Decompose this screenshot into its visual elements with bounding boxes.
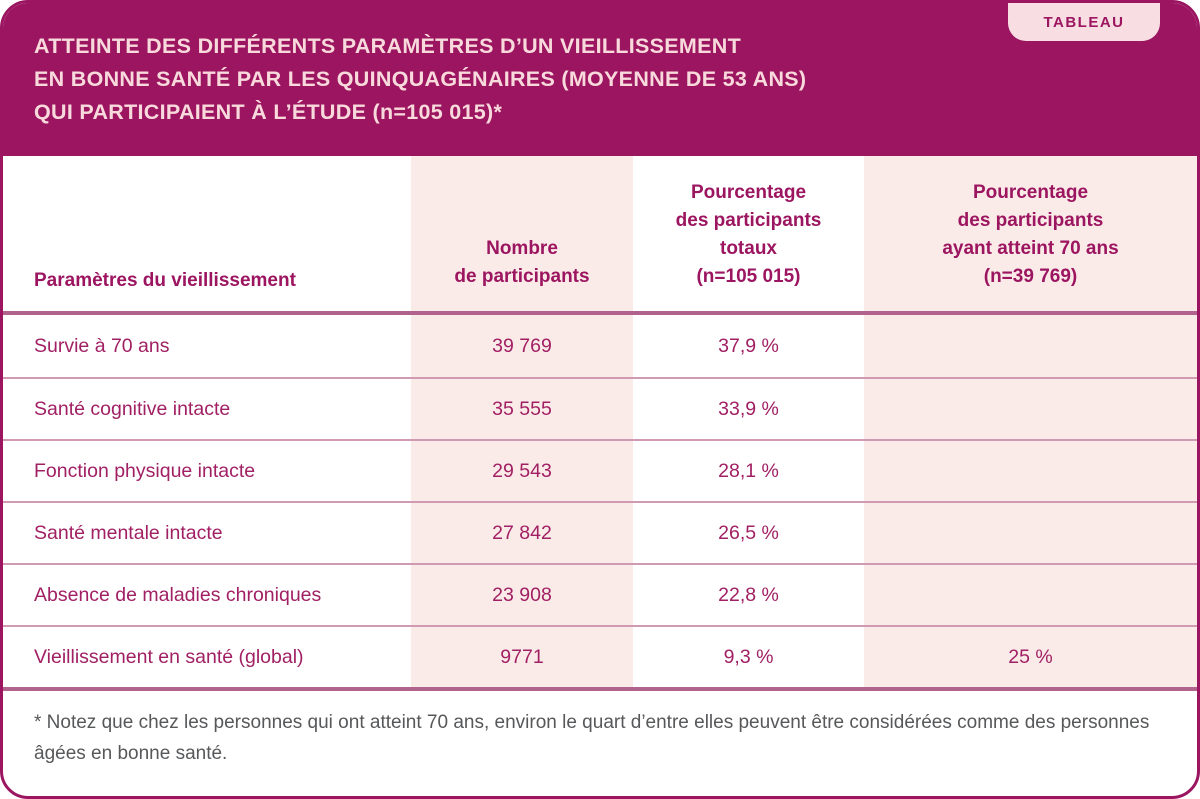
- data-table: Paramètres du vieillissement Nombre de p…: [3, 156, 1197, 793]
- table-row: Vieillissement en santé (global) 9771 9,…: [3, 625, 1197, 687]
- cell-nombre: 27 842: [411, 503, 633, 563]
- cell-pct-70: [864, 379, 1197, 439]
- cell-pct-totaux: 33,9 %: [718, 397, 779, 420]
- column-header-pct-totaux: Pourcentage des participants totaux (n=1…: [675, 182, 822, 287]
- cell-pct-70: [864, 503, 1197, 563]
- cell-pct-totaux: 28,1 %: [718, 459, 779, 482]
- cell-pct-70: [864, 565, 1197, 625]
- cell-pct-totaux: 9,3 %: [723, 645, 774, 668]
- cell-nombre: 35 555: [411, 379, 633, 439]
- figure-type-badge: TABLEAU: [1008, 3, 1160, 41]
- figure-header: TABLEAU ATTEINTE DES DIFFÉRENTS PARAMÈTR…: [3, 3, 1197, 156]
- table-row: Survie à 70 ans 39 769 37,9 %: [3, 315, 1197, 377]
- cell-nombre: 39 769: [411, 315, 633, 377]
- column-header-nombre-participants: Nombre de participants: [411, 156, 633, 311]
- cell-parametre: Fonction physique intacte: [34, 459, 256, 482]
- cell-nombre: 9771: [411, 627, 633, 687]
- footnote: * Notez que chez les personnes qui ont a…: [34, 712, 1150, 764]
- cell-pct-totaux: 22,8 %: [718, 583, 779, 606]
- cell-parametre: Vieillissement en santé (global): [34, 645, 304, 668]
- cell-parametre: Santé mentale intacte: [34, 521, 223, 544]
- cell-nombre: 23 908: [411, 565, 633, 625]
- table-row: Santé mentale intacte 27 842 26,5 %: [3, 501, 1197, 563]
- body-footnote-divider: [3, 687, 1197, 691]
- cell-pct-totaux: 26,5 %: [718, 521, 779, 544]
- title-line: EN BONNE SANTÉ PAR LES QUINQUAGÉNAIRES (…: [34, 67, 807, 91]
- figure-title: ATTEINTE DES DIFFÉRENTS PARAMÈTRES D’UN …: [3, 3, 1197, 129]
- table-row: Absence de maladies chroniques 23 908 22…: [3, 563, 1197, 625]
- table-row: Santé cognitive intacte 35 555 33,9 %: [3, 377, 1197, 439]
- cell-parametre: Absence de maladies chroniques: [34, 583, 322, 606]
- table-row: Fonction physique intacte 29 543 28,1 %: [3, 439, 1197, 501]
- column-header-pct-70-ans: Pourcentage des participants ayant attei…: [864, 156, 1197, 311]
- cell-parametre: Survie à 70 ans: [34, 334, 170, 357]
- cell-parametre: Santé cognitive intacte: [34, 397, 231, 420]
- title-line: QUI PARTICIPAIENT À L’ÉTUDE (n=105 015)*: [34, 100, 503, 124]
- title-line: ATTEINTE DES DIFFÉRENTS PARAMÈTRES D’UN …: [34, 34, 742, 58]
- cell-pct-70: 25 %: [864, 627, 1197, 687]
- badge-label: TABLEAU: [1043, 13, 1125, 31]
- cell-pct-70: [864, 315, 1197, 377]
- table-header-row: Paramètres du vieillissement Nombre de p…: [3, 156, 1197, 311]
- cell-nombre: 29 543: [411, 441, 633, 501]
- header-body-divider: [3, 311, 1197, 315]
- cell-pct-totaux: 37,9 %: [718, 334, 779, 357]
- column-header-parametres: Paramètres du vieillissement: [34, 270, 296, 291]
- cell-pct-70: [864, 441, 1197, 501]
